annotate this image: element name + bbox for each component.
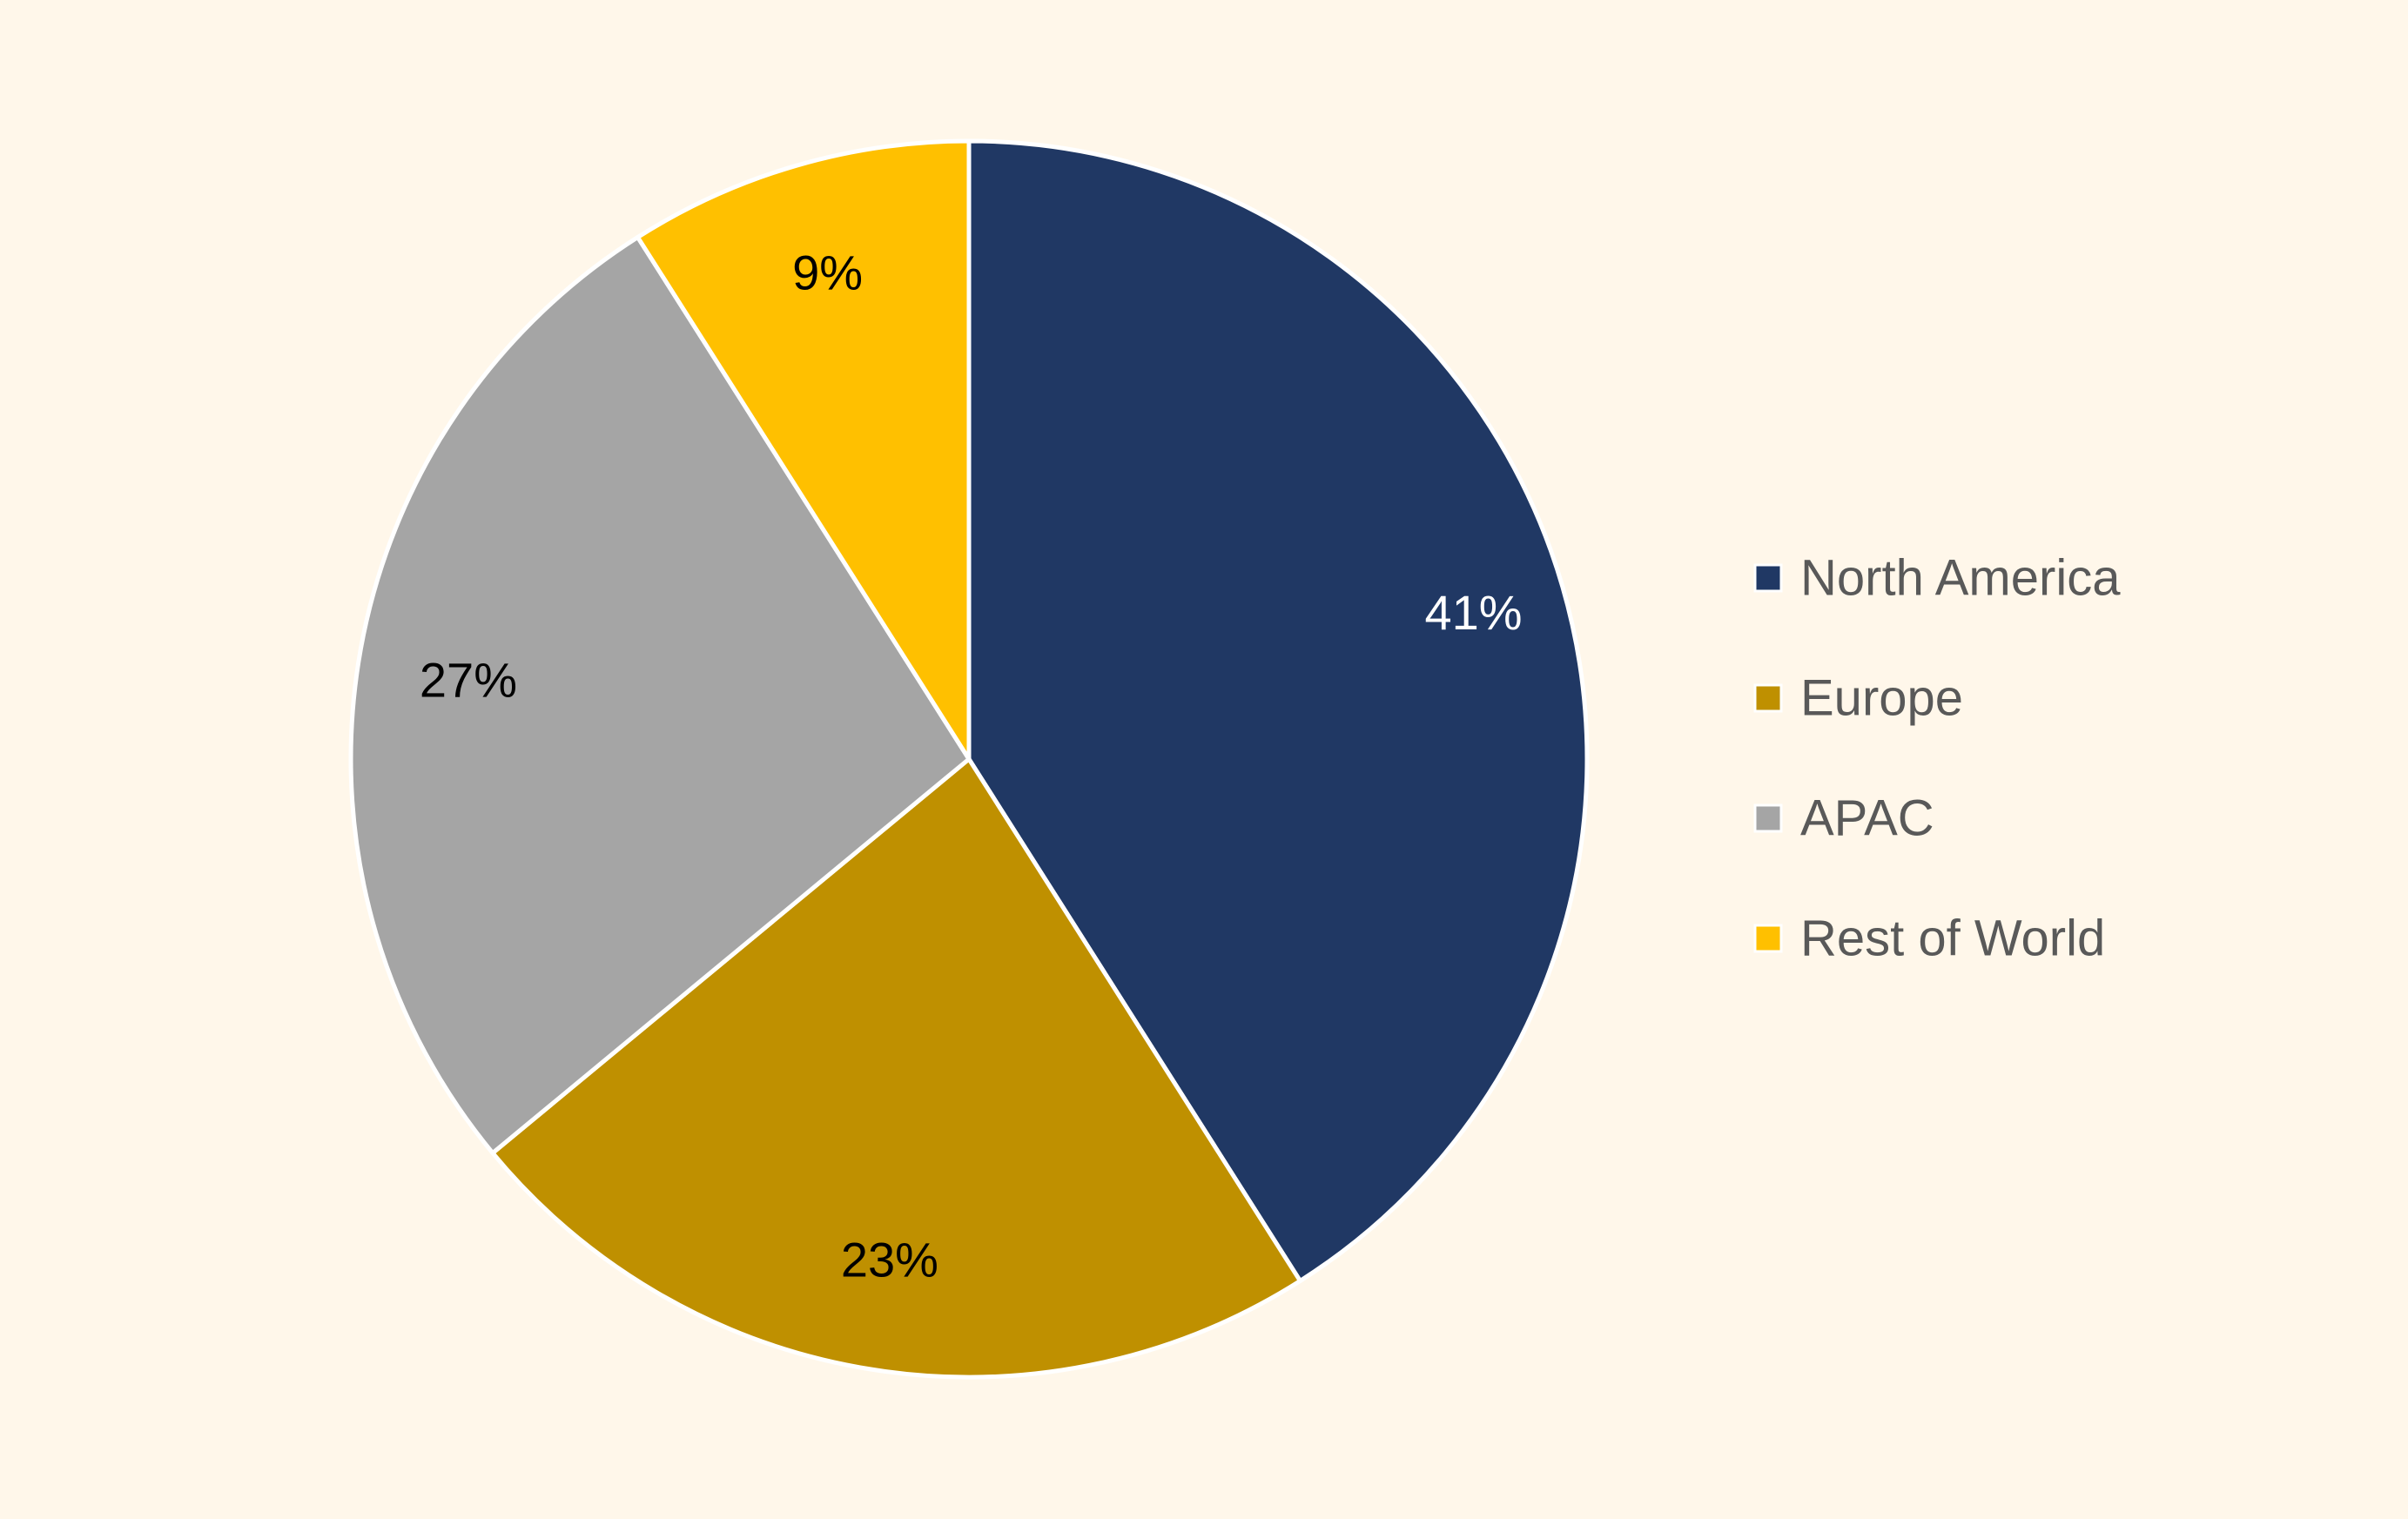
legend: North America Europe APAC Rest of World — [1753, 550, 2121, 967]
pie-slice-europe — [490, 756, 1302, 1380]
legend-swatch-rest-of-world — [1753, 924, 1783, 953]
data-label-north-america: 41% — [1424, 585, 1522, 640]
data-label-europe: 23% — [841, 1233, 938, 1287]
legend-label-europe: Europe — [1800, 670, 1963, 727]
data-label-apac: 27% — [420, 652, 517, 707]
data-labels: 41% 23% 27% 9% — [420, 245, 1523, 1287]
data-label-rest-of-world: 9% — [792, 245, 863, 299]
legend-swatch-apac — [1753, 803, 1783, 833]
pie-slice-north-america — [966, 138, 1590, 1283]
pie-slice-apac — [348, 235, 972, 1156]
pie-slices — [348, 138, 1590, 1380]
legend-swatch-north-america — [1753, 563, 1783, 593]
legend-swatch-europe — [1753, 683, 1783, 713]
pie-slice-rest-of-world — [636, 138, 972, 762]
legend-label-rest-of-world: Rest of World — [1800, 911, 2105, 967]
legend-label-apac: APAC — [1800, 790, 1934, 847]
legend-label-north-america: North America — [1800, 550, 2121, 607]
